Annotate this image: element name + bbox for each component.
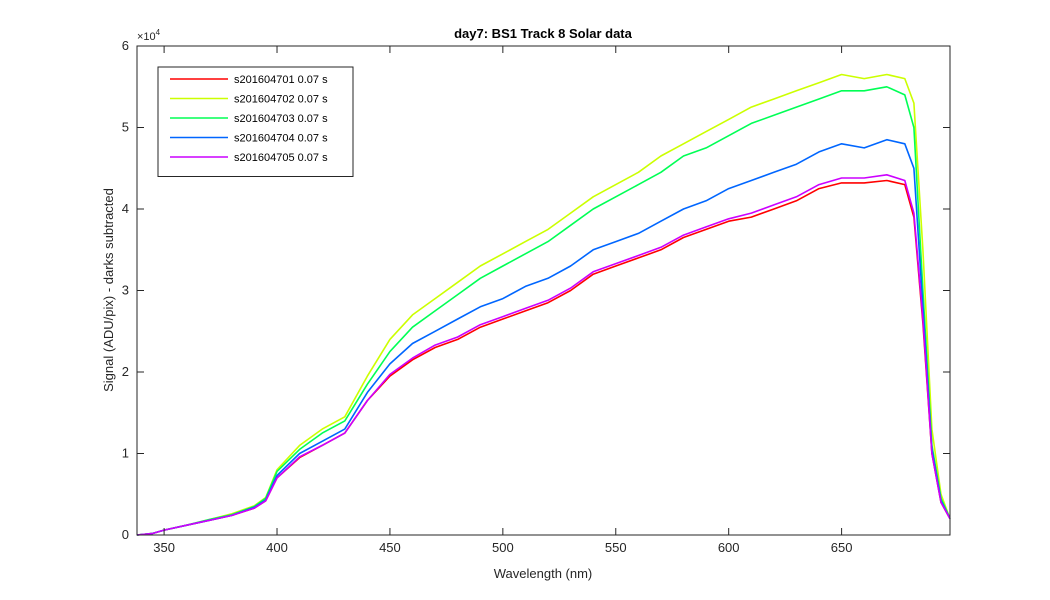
- x-tick-label: 400: [266, 540, 288, 555]
- exponent-power: 4: [156, 28, 161, 37]
- svg-text:×104: ×104: [137, 28, 161, 43]
- y-tick-label: 6: [122, 38, 129, 53]
- y-tick-label: 4: [122, 201, 129, 216]
- exponent-base: ×10: [137, 31, 156, 43]
- series-layer: [136, 73, 951, 536]
- legend-entry-4: s201604704 0.07 s: [234, 133, 328, 145]
- x-axis-label: Wavelength (nm): [494, 566, 593, 581]
- x-tick-label: 350: [153, 540, 175, 555]
- legend-entry-2: s201604702 0.07 s: [234, 94, 328, 106]
- y-tick-label: 1: [122, 446, 129, 461]
- series-line-5: [136, 174, 951, 536]
- y-tick-label: 2: [122, 364, 129, 379]
- y-tick-label: 3: [122, 283, 129, 298]
- chart-title: day7: BS1 Track 8 Solar data: [454, 26, 633, 41]
- x-tick-label: 450: [379, 540, 401, 555]
- y-axis-exponent: ×104: [137, 28, 161, 43]
- legend-entry-5: s201604705 0.07 s: [234, 152, 328, 164]
- y-axis-label: Signal (ADU/pix) - darks subtracted: [101, 188, 116, 392]
- legend-box: [157, 66, 354, 177]
- x-tick-label: 550: [605, 540, 627, 555]
- x-tick-label: 650: [831, 540, 853, 555]
- legend: s201604701 0.07 s s201604702 0.07 s s20160…: [157, 66, 354, 177]
- x-tick-label: 500: [492, 540, 514, 555]
- series-line-3: [136, 86, 951, 536]
- y-tick-label: 5: [122, 120, 129, 135]
- y-tick-label: 0: [122, 527, 129, 542]
- x-tick-label: 600: [718, 540, 740, 555]
- legend-entry-1: s201604701 0.07 s: [234, 74, 328, 86]
- legend-entry-3: s201604703 0.07 s: [234, 113, 328, 125]
- axes-layer: 350 400 450 500 550 600 650 0 1 2 3 4 5 6: [122, 38, 951, 555]
